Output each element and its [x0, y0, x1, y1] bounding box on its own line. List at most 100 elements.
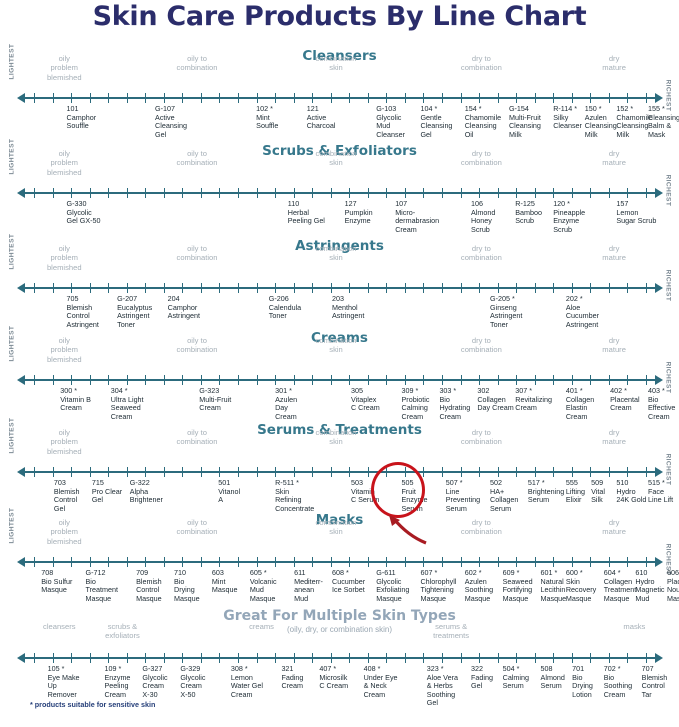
- product-item[interactable]: G-330 Glycolic Gel GX-50: [67, 199, 119, 226]
- product-item[interactable]: G-322 Alpha Brightener: [130, 478, 182, 505]
- axis-tick: [386, 93, 388, 103]
- product-item[interactable]: 705 Blemish Control Astringent: [66, 294, 119, 329]
- product-item[interactable]: 323 * Aloe Vera & Herbs Soothing Gel: [427, 664, 477, 708]
- axis-1: [17, 187, 663, 199]
- product-item[interactable]: 710 Bio Drying Masque: [174, 568, 226, 603]
- product-item[interactable]: 321 Fading Cream: [281, 664, 331, 691]
- axis-tick: [89, 467, 91, 477]
- product-item[interactable]: 510 Hydro 24K Gold: [616, 478, 668, 505]
- product-item[interactable]: 708 Bio Sulfur Masque: [41, 568, 93, 595]
- product-item[interactable]: 106 Almond Honey Scrub: [471, 199, 523, 234]
- product-item[interactable]: 709 Blemish Control Masque: [136, 568, 188, 603]
- product-item[interactable]: 308 * Lemon Water Gel Cream: [231, 664, 281, 699]
- product-item[interactable]: 507 * Line Preventing Serum: [446, 478, 498, 513]
- product-item[interactable]: R-125 Bamboo Scrub: [515, 199, 567, 226]
- product-item[interactable]: 703 Blemish Control Gel: [54, 478, 106, 513]
- product-item[interactable]: 609 * Seaweed Fortifying Masque: [503, 568, 555, 603]
- product-item[interactable]: 515 * Face Line Lift: [648, 478, 679, 505]
- product-item[interactable]: G-107 Active Cleansing Gel: [155, 104, 207, 139]
- product-code: G-712: [85, 568, 106, 577]
- product-item[interactable]: 202 * Aloe Cucumber Astringent: [566, 294, 618, 329]
- product-item[interactable]: 509 Vital Silk: [591, 478, 643, 505]
- product-item[interactable]: 301 * Azulen Day Cream: [275, 386, 327, 421]
- product-item[interactable]: 555 Lifting Elixir: [566, 478, 618, 505]
- product-item[interactable]: 611 Mediterr- anean Mud: [294, 568, 346, 603]
- product-item[interactable]: 606 *Placental Nourishing Masque: [667, 568, 679, 603]
- axis-tick: [34, 653, 35, 663]
- product-item[interactable]: 121 Active Charcoal: [307, 104, 359, 131]
- product-item[interactable]: G-154 Multi-Fruit Cleansing Milk: [509, 104, 561, 139]
- product-item[interactable]: 322 Fading Gel: [471, 664, 521, 691]
- product-item[interactable]: 503 Vitamin C Serum: [351, 478, 403, 505]
- product-item[interactable]: 403 * Bio Effective Cream: [648, 386, 679, 421]
- axis-tick: [71, 283, 73, 293]
- product-item[interactable]: G-323 Multi-Fruit Cream: [199, 386, 251, 413]
- product-item[interactable]: 155 * Cleansing Balm & Mask: [648, 104, 679, 139]
- product-item[interactable]: 501 Vitanol A: [218, 478, 270, 505]
- product-item[interactable]: 701 Bio Drying Lotion: [572, 664, 622, 699]
- product-item[interactable]: 601 * Natural Lecithin Masque: [541, 568, 593, 603]
- product-item[interactable]: 707 Blemish Control Tar: [642, 664, 679, 699]
- product-item[interactable]: 517 * Brightening Serum: [528, 478, 580, 505]
- product-item[interactable]: R-511 * Skin Refining Concentrate: [275, 478, 327, 513]
- product-name: Hydro Magnetic Mud: [635, 576, 665, 603]
- product-item[interactable]: G-329 Glycolic Cream X-50: [180, 664, 230, 699]
- product-item[interactable]: 150 * Azulen Cleansing Milk: [584, 104, 637, 139]
- product-item[interactable]: 605 * Volcanic Mud Masque: [250, 568, 302, 603]
- axis-tick: [293, 93, 295, 103]
- product-item[interactable]: 120 * Pineapple Enzyme Scrub: [553, 199, 605, 234]
- product-item[interactable]: 608 * Cucumber Ice Sorbet: [332, 568, 384, 595]
- product-item[interactable]: 602 * Azulen Soothing Masque: [465, 568, 517, 603]
- product-item[interactable]: 127 Pumpkin Enzyme: [345, 199, 397, 226]
- product-item[interactable]: 309 * Probiotic Calming Cream: [402, 386, 454, 421]
- product-item[interactable]: 303 * Bio Hydrating Cream: [439, 386, 491, 421]
- product-item[interactable]: 401 * Collagen Elastin Cream: [566, 386, 618, 421]
- product-item[interactable]: 203 Menthol Astringent: [332, 294, 384, 321]
- product-item[interactable]: 702 * Bio Soothing Cream: [604, 664, 654, 699]
- product-item[interactable]: 107 Micro- dermabrasion Cream: [395, 199, 447, 234]
- product-item[interactable]: 408 * Under Eye & Neck Cream: [364, 664, 414, 699]
- product-item[interactable]: G-206 Calendula Toner: [269, 294, 321, 321]
- product-item[interactable]: 305 Vitaplex C Cream: [350, 386, 403, 413]
- product-code: G-107: [155, 104, 176, 113]
- product-code: 305: [350, 386, 363, 395]
- product-item[interactable]: 157 Lemon Sugar Scrub: [616, 199, 668, 226]
- product-item[interactable]: 504 * Calming Serum: [503, 664, 553, 691]
- product-item[interactable]: 101 Camphor Souffle: [67, 104, 119, 131]
- product-item[interactable]: 152 * Chamomile Cleansing Milk: [616, 104, 668, 139]
- product-item[interactable]: 600 * Skin Recovery Masque: [566, 568, 618, 603]
- product-item[interactable]: G-103 Glycolic Mud Cleanser: [376, 104, 428, 139]
- product-code: 150 *: [584, 104, 602, 113]
- product-item[interactable]: G-327 Glycolic Cream X-30: [142, 664, 192, 699]
- product-name: Blemish Control Astringent: [66, 302, 99, 329]
- product-item[interactable]: 610 Hydro Magnetic Mud: [635, 568, 679, 603]
- product-item[interactable]: 104 * Gentle Cleansing Gel: [420, 104, 472, 139]
- product-item[interactable]: 110 Herbal Peeling Gel: [288, 199, 340, 226]
- product-item[interactable]: 604 * Collagen Treatment Masque: [603, 568, 656, 603]
- product-item[interactable]: 109 * Enzyme Peeling Cream: [104, 664, 154, 699]
- product-item[interactable]: 407 * Microsilk C Cream: [319, 664, 369, 691]
- product-item[interactable]: G-611 Glycolic Exfoliating Masque: [376, 568, 428, 603]
- product-item[interactable]: 302 Collagen Day Cream: [477, 386, 529, 413]
- product-item[interactable]: 204 Camphor Astringent: [168, 294, 220, 321]
- product-item[interactable]: G-712 Bio Treatment Masque: [85, 568, 138, 603]
- product-item[interactable]: 102 * Mint Souffle: [256, 104, 308, 131]
- product-item[interactable]: G-205 * Ginseng Astringent Toner: [490, 294, 542, 329]
- axis-tick: [460, 557, 462, 567]
- product-item[interactable]: R-114 * Silky Cleanser: [553, 104, 605, 131]
- product-name: Collagen Day Cream: [477, 394, 514, 413]
- product-item[interactable]: 607 * Chlorophyll Tightening Masque: [420, 568, 472, 603]
- product-item[interactable]: 105 * Eye Make Up Remover: [48, 664, 98, 699]
- product-item[interactable]: 603 Mint Masque: [212, 568, 264, 595]
- product-item[interactable]: 154 * Chamomile Cleansing Oil: [465, 104, 517, 139]
- product-item[interactable]: 402 * Placental Cream: [610, 386, 662, 413]
- product-item[interactable]: G-207 Eucalyptus Astringent Toner: [117, 294, 169, 329]
- product-item[interactable]: 502 HA+ Collagen Serum: [490, 478, 542, 513]
- product-item[interactable]: 715 Pro Clear Gel: [92, 478, 144, 505]
- product-item[interactable]: 307 * Revitalizing Cream: [515, 386, 567, 413]
- product-item[interactable]: 304 * Ultra Light Seaweed Cream: [111, 386, 163, 421]
- zone-label: combination skin: [315, 149, 357, 168]
- product-item[interactable]: 300 * Vitamin B Cream: [60, 386, 112, 413]
- product-code: 604 *: [603, 568, 621, 577]
- product-item[interactable]: 508 Almond Serum: [541, 664, 591, 691]
